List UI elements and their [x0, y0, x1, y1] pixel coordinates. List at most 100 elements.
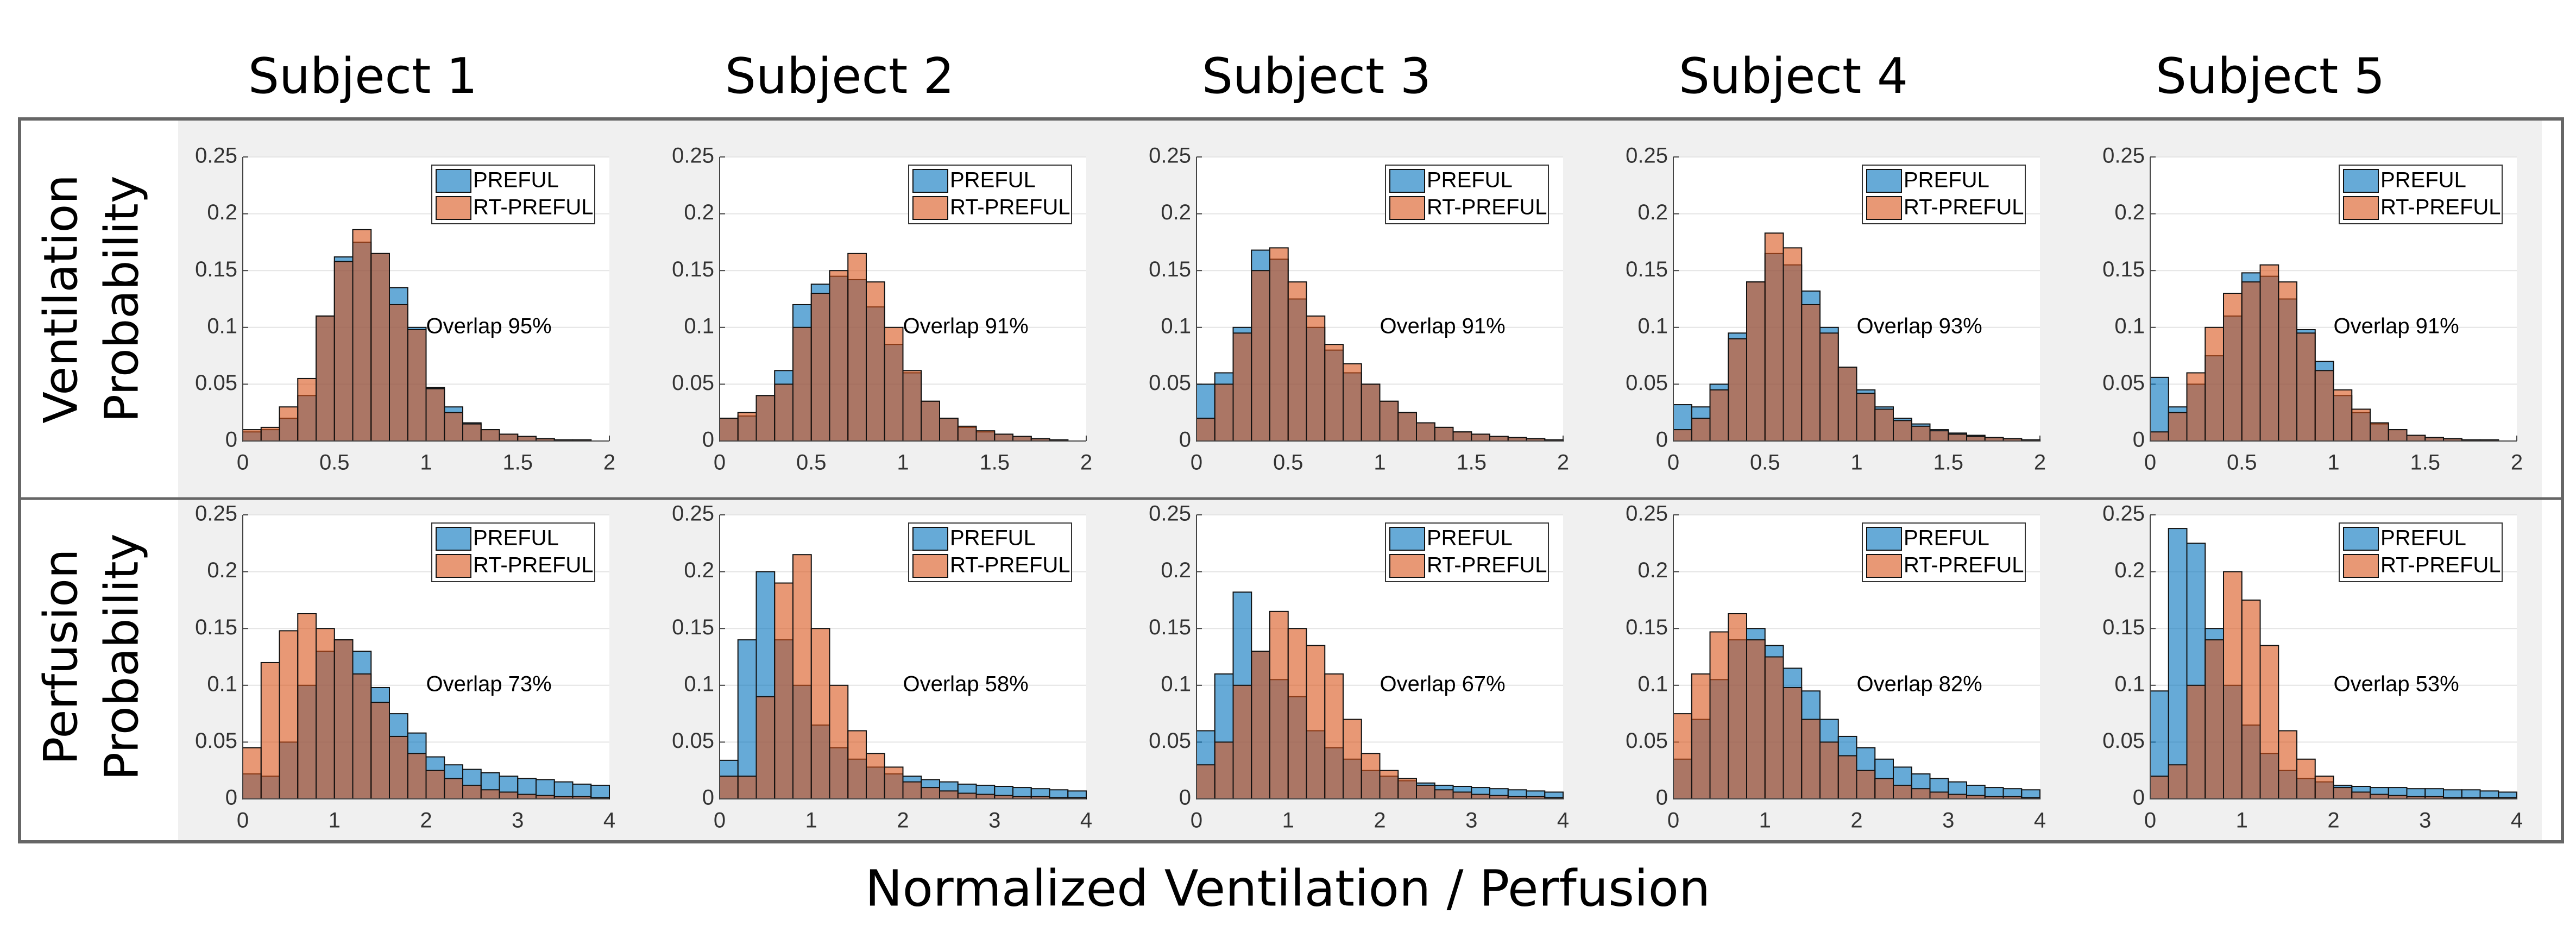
histogram-bar	[1269, 247, 1289, 442]
histogram-bar	[1397, 778, 1417, 799]
y-tick-label: 0.1	[1161, 672, 1191, 696]
x-tick-label: 3	[988, 809, 1000, 833]
y-tick-label: 0.25	[672, 144, 714, 168]
frame	[18, 117, 2564, 843]
legend-swatch	[1389, 527, 1425, 551]
histogram-bar	[737, 639, 757, 799]
y-tick-label: 0	[225, 786, 237, 810]
histogram-bar	[957, 792, 977, 800]
histogram-bar	[2406, 434, 2426, 442]
legend-label: PREFUL	[950, 168, 1036, 192]
histogram-bar	[352, 673, 372, 799]
x-tick-label: 0	[2144, 809, 2156, 833]
histogram-bar	[1379, 770, 1399, 799]
legend-label: PREFUL	[473, 168, 559, 192]
histogram-bar	[2333, 787, 2353, 799]
y-tick-label: 0.05	[2102, 371, 2145, 395]
histogram-bar	[2278, 281, 2297, 442]
histogram-bar	[1012, 436, 1032, 442]
legend-label: RT-PREFUL	[1427, 196, 1547, 219]
histogram-bar	[1783, 686, 1803, 800]
x-tick-label: 0	[714, 809, 726, 833]
histogram-bar	[902, 781, 922, 799]
histogram-bar	[2168, 764, 2188, 799]
histogram-bar	[866, 281, 885, 442]
histogram-bar	[1471, 433, 1490, 442]
legend-label: PREFUL	[1427, 526, 1513, 550]
histogram-bar	[1232, 684, 1252, 800]
histogram-bar	[1709, 631, 1729, 799]
y-tick-label: 0.2	[1637, 558, 1668, 582]
histogram-bar	[1416, 422, 1435, 442]
legend-swatch	[1389, 196, 1425, 220]
histogram-bar	[1489, 436, 1509, 442]
histogram-bar	[425, 770, 445, 799]
y-tick-label: 0.15	[1626, 615, 1668, 639]
legend-label: PREFUL	[1904, 526, 1989, 550]
histogram-bar	[1673, 713, 1692, 799]
x-tick-label: 2	[1374, 809, 1385, 833]
histogram-bar	[389, 304, 408, 442]
histogram-bar	[590, 784, 610, 799]
histogram-bar	[242, 747, 262, 799]
y-tick-label: 0.25	[195, 502, 237, 526]
y-tick-label: 0.2	[207, 200, 237, 224]
histogram-bar	[2241, 281, 2261, 442]
legend-label: RT-PREFUL	[2380, 196, 2501, 219]
row-label: Perfusion	[34, 549, 88, 765]
legend-swatch	[436, 554, 471, 578]
histogram-bar	[462, 423, 482, 442]
y-tick-label: 0.2	[2114, 558, 2145, 582]
histogram-bar	[1324, 344, 1344, 442]
histogram-bar	[866, 753, 885, 799]
histogram-bar	[517, 793, 537, 799]
histogram-bar	[352, 229, 372, 442]
histogram-bar	[2186, 684, 2206, 800]
histogram-bar	[1232, 332, 1252, 442]
histogram-bar	[1324, 673, 1344, 799]
histogram-bar	[260, 426, 280, 442]
x-tick-label: 0	[1667, 809, 1679, 833]
column-title: Subject 2	[725, 48, 954, 105]
histogram-bar	[444, 412, 463, 442]
histogram-bar	[2186, 372, 2206, 442]
x-tick-label: 1	[420, 451, 432, 475]
y-tick-label: 0.1	[1161, 314, 1191, 338]
histogram-bar	[2296, 332, 2316, 442]
histogram-bar	[884, 326, 904, 442]
x-tick-label: 1	[897, 451, 909, 475]
y-tick-label: 0.05	[2102, 729, 2145, 753]
histogram-bar	[2205, 326, 2224, 442]
y-tick-label: 0.1	[1637, 314, 1668, 338]
histogram-bar	[425, 388, 445, 442]
histogram-bar	[407, 753, 427, 799]
histogram-bar	[480, 429, 500, 442]
y-tick-label: 0.05	[1626, 729, 1668, 753]
annotation: Overlap 58%	[903, 672, 1029, 696]
x-tick-label: 2	[2034, 451, 2046, 475]
x-tick-label: 4	[1080, 809, 1092, 833]
legend-label: PREFUL	[473, 526, 559, 550]
y-tick-label: 0.2	[684, 558, 714, 582]
histogram-bar	[1287, 281, 1307, 442]
y-tick-label: 0.15	[195, 615, 237, 639]
histogram-bar	[316, 315, 335, 442]
histogram-bar	[1856, 770, 1876, 799]
histogram-bar	[755, 696, 776, 799]
legend-swatch	[912, 554, 948, 578]
x-tick-label: 2	[2511, 451, 2523, 475]
histogram-bar	[1929, 791, 1949, 799]
legend-label: PREFUL	[2380, 168, 2466, 192]
histogram-bar	[2205, 639, 2224, 799]
y-tick-label: 0.2	[1161, 200, 1191, 224]
y-tick-label: 0.2	[2114, 200, 2145, 224]
histogram-bar	[279, 630, 299, 800]
y-tick-label: 0	[1656, 786, 1668, 810]
histogram-bar	[2168, 412, 2188, 442]
legend-swatch	[912, 196, 948, 220]
legend-swatch	[1866, 527, 1902, 551]
y-tick-label: 0.05	[195, 371, 237, 395]
y-tick-label: 0.15	[2102, 257, 2145, 281]
histogram-bar	[884, 766, 904, 799]
y-tick-label: 0.2	[207, 558, 237, 582]
